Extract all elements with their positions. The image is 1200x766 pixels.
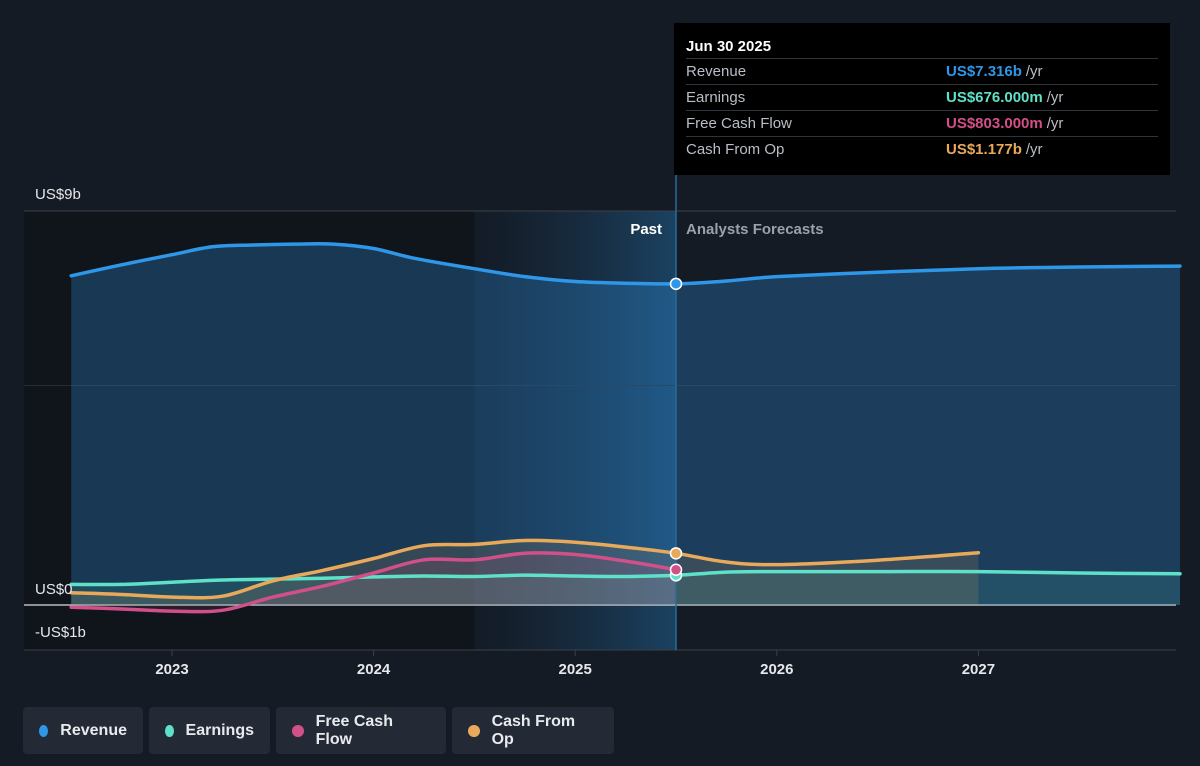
tooltip-date: Jun 30 2025 bbox=[686, 35, 1158, 59]
cash-from-op-dot-icon bbox=[468, 724, 480, 737]
tooltip-earnings-name: Earnings bbox=[686, 89, 746, 106]
cash-from-op-marker bbox=[669, 547, 683, 560]
tooltip-cfo-name: Cash From Op bbox=[686, 141, 785, 158]
free-cash-flow-line bbox=[69, 551, 678, 614]
tooltip-earnings-value: US$676.000m/yr bbox=[946, 89, 1064, 106]
cash-from-op-area bbox=[71, 540, 979, 605]
free-cash-flow-area bbox=[71, 552, 676, 612]
legend: Revenue Earnings Free Cash Flow Cash Fro… bbox=[23, 707, 614, 755]
legend-item-revenue[interactable]: Revenue bbox=[23, 707, 143, 754]
hover-markers bbox=[669, 277, 683, 582]
past-label: Past bbox=[630, 221, 662, 238]
x-axis-ticks: 2023 2024 2025 2026 2027 bbox=[155, 650, 995, 678]
series-lines bbox=[69, 242, 1182, 614]
revenue-dot-icon bbox=[39, 724, 49, 737]
x-tick-label-2027: 2027 bbox=[962, 661, 995, 678]
y-axis-bottom-label: -US$1b bbox=[35, 624, 86, 641]
tooltip-cfo-value: US$1.177b/yr bbox=[946, 141, 1043, 158]
revenue-marker bbox=[669, 277, 683, 291]
x-tick-label-2024: 2024 bbox=[357, 661, 391, 678]
legend-label-cash-from-op: Cash From Op bbox=[491, 712, 576, 748]
gridlines bbox=[24, 210, 1176, 651]
tooltip-revenue-name: Revenue bbox=[686, 63, 747, 80]
series-areas bbox=[71, 243, 1181, 612]
legend-item-earnings[interactable]: Earnings bbox=[149, 707, 270, 754]
y-axis-top-label: US$9b bbox=[35, 186, 81, 203]
legend-label-earnings: Earnings bbox=[185, 721, 254, 739]
tooltip-row-earnings: Earnings US$676.000m/yr bbox=[686, 85, 1158, 111]
earnings-line bbox=[69, 569, 1182, 587]
tooltip-fcf-value: US$803.000m/yr bbox=[946, 115, 1064, 132]
revenue-line bbox=[69, 242, 1182, 286]
legend-label-free-cash-flow: Free Cash Flow bbox=[315, 712, 393, 748]
tooltip-row-free-cash-flow: Free Cash Flow US$803.000m/yr bbox=[686, 111, 1158, 137]
tooltip-row-cash-from-op: Cash From Op US$1.177b/yr bbox=[686, 137, 1158, 162]
earnings-dot-icon bbox=[165, 724, 174, 737]
forecast-label: Analysts Forecasts bbox=[686, 221, 824, 238]
y-axis-zero-label: US$0 bbox=[35, 581, 73, 598]
legend-item-free-cash-flow[interactable]: Free Cash Flow bbox=[276, 707, 446, 754]
hover-tooltip: Jun 30 2025 Revenue US$7.316b/yr Earning… bbox=[674, 23, 1170, 175]
tooltip-fcf-name: Free Cash Flow bbox=[686, 115, 792, 132]
free-cash-flow-dot-icon bbox=[292, 724, 304, 737]
x-tick-label-2023: 2023 bbox=[155, 661, 188, 678]
chart-area: US$9b US$0 -US$1b Past Analysts Forecast… bbox=[24, 175, 1182, 678]
tooltip-revenue-value: US$7.316b/yr bbox=[946, 63, 1043, 80]
free-cash-flow-marker bbox=[669, 563, 683, 576]
legend-label-revenue: Revenue bbox=[60, 721, 127, 739]
legend-item-cash-from-op[interactable]: Cash From Op bbox=[452, 707, 614, 754]
x-tick-label-2025: 2025 bbox=[559, 661, 592, 678]
x-tick-label-2026: 2026 bbox=[760, 661, 793, 678]
cash-from-op-line bbox=[69, 538, 981, 600]
tooltip-row-revenue: Revenue US$7.316b/yr bbox=[686, 59, 1158, 85]
revenue-area bbox=[71, 243, 1181, 606]
